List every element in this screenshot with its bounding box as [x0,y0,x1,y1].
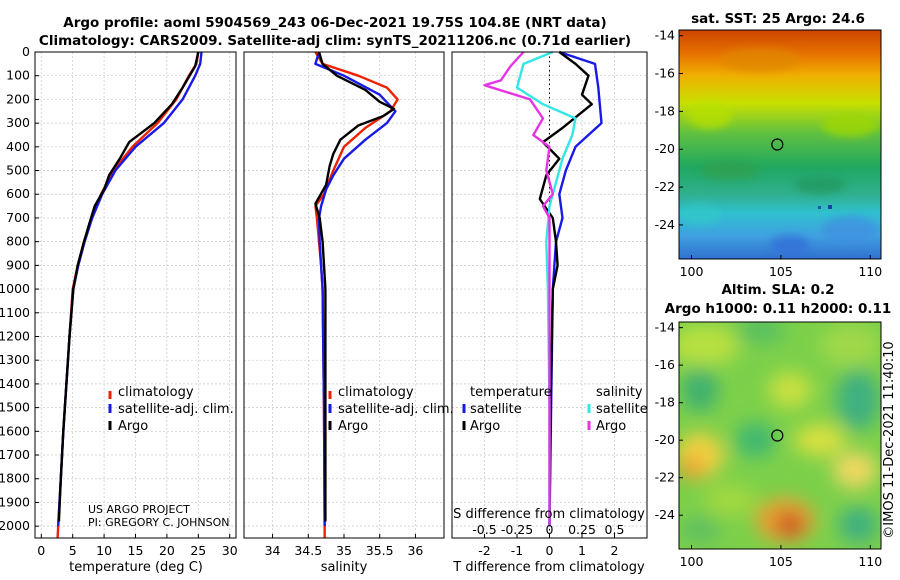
y-tick-label: 300 [6,115,30,130]
series-line-argo [57,51,200,522]
y-tick-label: 700 [6,210,30,225]
y-tick-label: 900 [6,257,30,272]
x-tick-label: 36 [407,543,423,558]
map-y-tick-label: -16 [655,66,675,81]
y-tick-label: 500 [6,163,30,178]
sst-map-title: sat. SST: 25 Argo: 24.6 [691,11,865,27]
title-line1: Argo profile: aoml 5904569_243 06-Dec-20… [63,15,606,31]
legend2-argo-label: Argo [338,419,368,434]
salinity-panel: 34 34.5 35 35.5 36 salinity climatology sate… [243,51,454,575]
map-y-tick-label: -16 [655,357,675,372]
x-tick-label: 0 [37,543,45,558]
map-y-tick-label: -22 [655,470,675,485]
map-x-tick-label: 100 [680,264,704,279]
salinity-axis-label: salinity [321,560,368,575]
y-tick-label: 1100 [0,305,30,320]
map-y-tick-label: -24 [655,217,675,232]
imos-footer: ©IMOS 11-Dec-2021 11:40:10 [882,341,897,538]
series-line-salinity-satellite [515,50,577,527]
y-tick-label: 1700 [0,447,30,462]
x-tick-label: 34 [265,543,281,558]
series-line-temperature-argo [538,51,593,527]
map-x-tick-label: 110 [858,554,882,569]
map-x-tick-label: 100 [680,554,704,569]
y-tick-label: 1400 [0,376,30,391]
y-tick-label: 100 [6,68,30,83]
map-y-tick-label: -22 [655,179,675,194]
x-tick-label: 15 [128,543,144,558]
x-tick-label: 30 [222,543,238,558]
legend3-salinity-heading: salinity [596,385,643,400]
x-tick-label: 0 [546,543,554,558]
map-x-tick-label: 110 [858,264,882,279]
title-line2: Climatology: CARS2009. Satellite-adj cli… [39,33,631,49]
y-tick-label: 1200 [0,328,30,343]
map-y-tick-label: -14 [655,28,675,43]
sla-float-marker [771,429,784,442]
legend3-s-satellite-label: satellite [596,402,648,417]
x2-tick-label: -0.5 [472,522,496,537]
x-tick-label: 20 [159,543,175,558]
x2-tick-label: 0 [546,522,554,537]
map-y-tick-label: -20 [655,141,675,156]
map-x-tick-label: 105 [769,554,793,569]
map-y-tick-label: -20 [655,432,675,447]
legend3-t-satellite-label: satellite [470,402,522,417]
credit-line2: PI: GREGORY C. JOHNSON [88,516,229,529]
y-tick-label: 600 [6,186,30,201]
y-tick-label: 1500 [0,400,30,415]
series-line-argo [314,51,396,522]
map-y-tick-label: -18 [655,395,675,410]
s-difference-axis-label: S difference from climatology [453,507,645,522]
y-tick-label: 1800 [0,471,30,486]
legend3-t-argo-label: Argo [470,419,500,434]
map-x-tick-label: 105 [769,264,793,279]
sla-map-panel: Altim. SLA: 0.2 Argo h1000: 0.11 h2000: … [655,282,892,569]
legend-satellite-label: satellite-adj. clim. [118,402,234,417]
y-tick-label: 1600 [0,423,30,438]
x-tick-label: -2 [478,543,490,558]
sla-map-title: Altim. SLA: 0.2 [721,282,834,298]
series-line-salinity-argo [483,51,554,527]
x-tick-label: 10 [96,543,112,558]
sst-float-marker [771,138,784,151]
legend-argo-label: Argo [118,419,148,434]
x-tick-label: 1 [578,543,586,558]
map-y-tick-label: -18 [655,103,675,118]
y-tick-label: 1000 [0,281,30,296]
series-line-satellite-adj-clim- [314,51,397,527]
difference-panel: -2 -1 0 1 2 -0.5 -0.25 0 0.25 0.5 S difference f… [451,50,648,575]
legend3-temperature-heading: temperature [470,385,552,400]
legend3-s-argo-label: Argo [596,419,626,434]
temperature-axis-label: temperature (deg C) [69,560,203,575]
y-tick-label: 800 [6,234,30,249]
y-tick-label: 400 [6,139,30,154]
y-tick-label: 2000 [0,518,30,533]
temperature-panel: 0 5 10 15 20 25 30 0 100 200 300 400 500 600 700 800 90… [0,44,238,575]
y-tick-label: 200 [6,91,30,106]
legend2-climatology-label: climatology [338,385,414,400]
x-tick-label: 34.5 [294,543,322,558]
x-tick-label: 35 [336,543,352,558]
sla-map-subtitle: Argo h1000: 0.11 h2000: 0.11 [665,301,892,317]
x2-tick-label: -0.25 [501,522,533,537]
x2-tick-label: 0.5 [605,522,625,537]
map-y-tick-label: -24 [655,507,675,522]
legend-climatology-label: climatology [118,385,194,400]
x-tick-label: -1 [511,543,523,558]
t-difference-axis-label: T difference from climatology [452,560,645,575]
x-tick-label: 2 [611,543,619,558]
x-tick-label: 35.5 [366,543,394,558]
x-tick-label: 5 [69,543,77,558]
x2-tick-label: 0.25 [568,522,596,537]
x-tick-label: 25 [190,543,206,558]
legend2-satellite-label: satellite-adj. clim. [338,402,454,417]
sst-map-panel: sat. SST: 25 Argo: 24.6 100 105 110 -14 -16 -… [655,11,883,279]
y-tick-label: 1300 [0,352,30,367]
y-tick-label: 0 [22,44,30,59]
map-y-tick-label: -14 [655,320,675,335]
y-tick-label: 1900 [0,494,30,509]
credit-line1: US ARGO PROJECT [88,503,190,516]
